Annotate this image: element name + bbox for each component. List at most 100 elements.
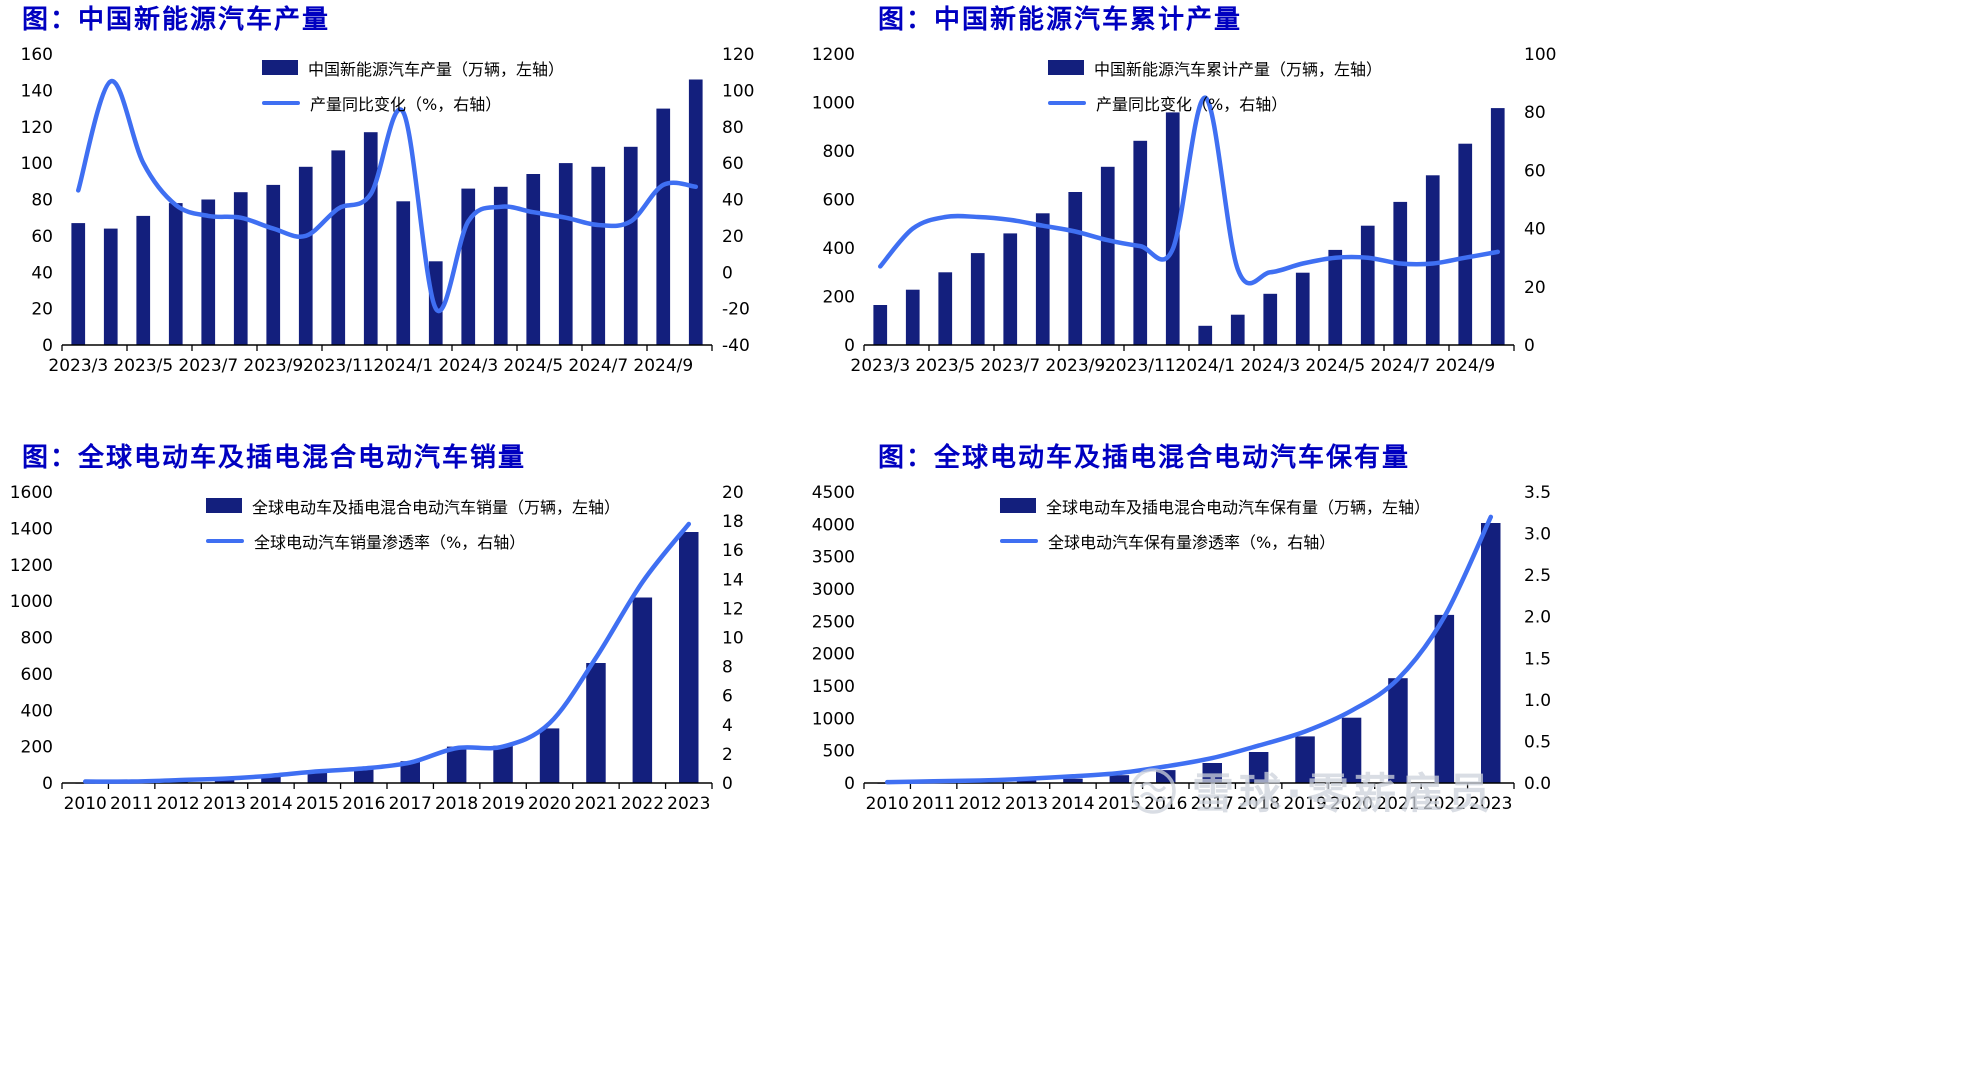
svg-text:12: 12: [722, 599, 744, 619]
svg-text:2024/1: 2024/1: [1175, 356, 1235, 376]
svg-text:2024/9: 2024/9: [1435, 356, 1495, 376]
line-swatch-icon: [1047, 100, 1086, 105]
svg-text:2017: 2017: [1191, 794, 1234, 814]
legend-item-line: 全球电动汽车销量渗透率（%，右轴）: [205, 529, 620, 553]
chart-canvas-china-nev-production: 0 20 40 60 80 100 120 140 160 -40 -20 0 20 40 60 80 100 1…: [21, 45, 755, 376]
svg-text:1000: 1000: [812, 709, 855, 729]
right-axis-labels: 0.0 0.5 1.0 1.5 2.0 2.5 3.0 3.5: [1524, 483, 1551, 794]
svg-text:2024/5: 2024/5: [503, 356, 563, 376]
svg-text:80: 80: [722, 118, 744, 138]
svg-text:120: 120: [21, 118, 53, 138]
svg-text:2020: 2020: [528, 794, 571, 814]
svg-text:1200: 1200: [10, 556, 53, 576]
svg-text:2000: 2000: [812, 644, 855, 664]
svg-text:40: 40: [1524, 219, 1546, 239]
line-swatch-icon: [205, 538, 244, 543]
right-axis-labels: -40 -20 0 20 40 60 80 100 120: [722, 45, 754, 356]
chart-panel-china-nev-cumulative: 图：中国新能源汽车累计产量 0 200 400 600 800 1000 1200 0 20 40…: [812, 4, 1587, 387]
svg-text:800: 800: [21, 628, 53, 648]
left-axis-labels: 0 20 40 60 80 100 120 140 160: [21, 45, 53, 356]
trend-line: [878, 95, 1501, 286]
svg-text:2010: 2010: [866, 794, 909, 814]
svg-text:140: 140: [21, 81, 53, 101]
svg-text:200: 200: [823, 287, 855, 307]
x-axis-labels: 2023/3 2023/5 2023/7 2023/9 2023/11 2024/1 202…: [850, 356, 1495, 376]
svg-text:2023/9: 2023/9: [243, 356, 303, 376]
svg-text:2016: 2016: [1144, 794, 1187, 814]
svg-text:2011: 2011: [912, 794, 955, 814]
svg-text:2022: 2022: [621, 794, 664, 814]
svg-text:20: 20: [1524, 278, 1546, 298]
svg-text:2012: 2012: [958, 794, 1001, 814]
svg-text:2018: 2018: [1237, 794, 1280, 814]
svg-text:2024/1: 2024/1: [373, 356, 433, 376]
svg-text:10: 10: [722, 628, 744, 648]
legend-item-bars: 全球电动车及插电混合电动汽车保有量（万辆，左轴）: [999, 494, 1431, 518]
chart-legend: 中国新能源汽车产量（万辆，左轴） 产量同比变化（%，右轴）: [261, 56, 565, 115]
svg-text:2023/3: 2023/3: [48, 356, 108, 376]
svg-text:2500: 2500: [812, 612, 855, 632]
bar-swatch-icon: [205, 498, 242, 514]
x-axis-ticks: [863, 344, 1515, 351]
chart-legend: 中国新能源汽车累计产量（万辆，左轴） 产量同比变化（%，右轴）: [1047, 56, 1383, 115]
svg-text:2.5: 2.5: [1524, 566, 1551, 586]
svg-text:800: 800: [823, 142, 855, 162]
svg-text:1400: 1400: [10, 519, 53, 539]
svg-text:2023: 2023: [1469, 794, 1512, 814]
svg-text:100: 100: [722, 81, 754, 101]
svg-text:16: 16: [722, 541, 744, 561]
svg-text:0: 0: [42, 336, 53, 356]
svg-text:6: 6: [722, 686, 733, 706]
svg-text:60: 60: [1524, 161, 1546, 181]
svg-text:0: 0: [844, 336, 855, 356]
svg-text:2020: 2020: [1330, 794, 1373, 814]
bars: [71, 79, 703, 345]
svg-text:2023/5: 2023/5: [113, 356, 173, 376]
line-swatch-icon: [261, 100, 300, 105]
svg-text:2022: 2022: [1423, 794, 1466, 814]
svg-text:14: 14: [722, 570, 744, 590]
svg-text:2024/7: 2024/7: [568, 356, 628, 376]
chart-title-global-ev-stock: 图：全球电动车及插电混合电动汽车保有量: [878, 443, 1411, 473]
svg-text:2021: 2021: [1376, 794, 1419, 814]
chart-legend: 全球电动车及插电混合电动汽车保有量（万辆，左轴） 全球电动汽车保有量渗透率（%，…: [999, 494, 1431, 553]
svg-text:2024/9: 2024/9: [633, 356, 693, 376]
trend-line: [82, 521, 692, 784]
x-axis-ticks: [61, 782, 713, 789]
svg-text:1600: 1600: [10, 483, 53, 503]
svg-text:2023/9: 2023/9: [1045, 356, 1105, 376]
svg-text:400: 400: [21, 701, 53, 721]
svg-text:0.0: 0.0: [1524, 774, 1551, 794]
chart-title-china-nev-cumulative: 图：中国新能源汽车累计产量: [878, 5, 1243, 35]
svg-text:2018: 2018: [435, 794, 478, 814]
legend-label: 全球电动车及插电混合电动汽车保有量（万辆，左轴）: [1045, 497, 1431, 517]
bars: [877, 522, 1501, 784]
svg-text:8: 8: [722, 657, 733, 677]
svg-text:80: 80: [1524, 103, 1546, 123]
svg-text:3500: 3500: [812, 547, 855, 567]
svg-text:2010: 2010: [64, 794, 107, 814]
x-axis-ticks: [61, 344, 713, 351]
svg-text:60: 60: [31, 227, 53, 247]
svg-text:100: 100: [1524, 45, 1556, 65]
legend-label: 中国新能源汽车产量（万辆，左轴）: [307, 59, 565, 79]
svg-text:400: 400: [823, 239, 855, 259]
svg-text:2019: 2019: [481, 794, 524, 814]
svg-text:2014: 2014: [1051, 794, 1094, 814]
bars: [873, 107, 1505, 345]
svg-text:2023/11: 2023/11: [1105, 356, 1176, 376]
legend-label: 中国新能源汽车累计产量（万辆，左轴）: [1093, 59, 1383, 79]
svg-text:3000: 3000: [812, 580, 855, 600]
svg-text:2024/7: 2024/7: [1370, 356, 1430, 376]
svg-text:-40: -40: [722, 336, 750, 356]
svg-text:20: 20: [722, 227, 744, 247]
svg-text:2017: 2017: [389, 794, 432, 814]
chart-area-china-nev-cumulative: 0 200 400 600 800 1000 1200 0 20 40 60 80 100 2023/3 2…: [812, 42, 1587, 387]
svg-text:1000: 1000: [812, 93, 855, 113]
svg-text:20: 20: [31, 299, 53, 319]
chart-legend: 全球电动车及插电混合电动汽车销量（万辆，左轴） 全球电动汽车销量渗透率（%，右轴…: [205, 494, 620, 553]
legend-item-bars: 中国新能源汽车产量（万辆，左轴）: [261, 56, 565, 80]
trend-line: [76, 78, 699, 314]
legend-item-bars: 中国新能源汽车累计产量（万辆，左轴）: [1047, 56, 1383, 80]
right-axis-labels: 0 2 4 6 8 10 12 14 16 18 20: [722, 483, 744, 794]
